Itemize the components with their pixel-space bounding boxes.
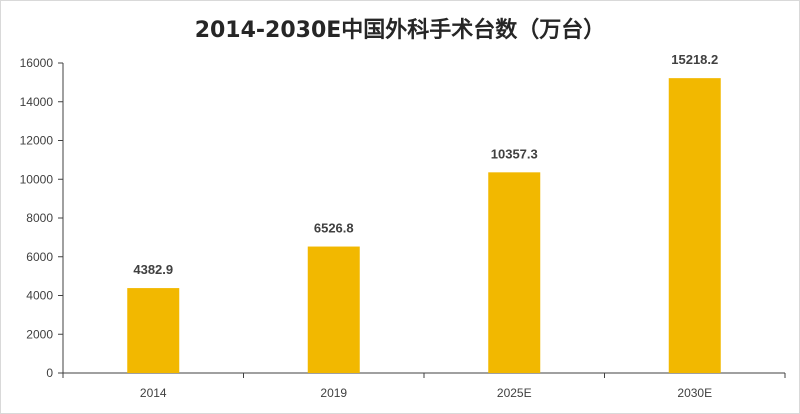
x-tick-label: 2014: [140, 386, 167, 400]
y-tick-label: 14000: [20, 95, 54, 109]
y-axis-ticks: 0 2000 4000 6000 8000 10000 12000 14000 16000: [20, 56, 63, 380]
bar-2025E: [488, 172, 541, 373]
bars-group: [127, 78, 721, 374]
data-label: 4382.9: [133, 262, 173, 277]
data-labels-group: 4382.9 6526.8 10357.3 15218.2: [133, 52, 718, 277]
chart-title: 2014-2030E中国外科手术台数（万台）: [194, 18, 606, 43]
x-tick-label: 2019: [320, 386, 347, 400]
y-tick-label: 6000: [26, 250, 53, 264]
y-tick-label: 10000: [20, 172, 54, 186]
data-label: 10357.3: [491, 146, 538, 161]
data-label: 6526.8: [314, 221, 354, 236]
y-tick-label: 8000: [26, 211, 53, 225]
x-tick-label: 2030E: [677, 386, 712, 400]
y-tick-label: 16000: [20, 56, 54, 70]
y-tick-label: 2000: [26, 327, 53, 341]
y-tick-label: 0: [46, 366, 53, 380]
bar-2030E: [668, 78, 721, 374]
bar-2019: [307, 246, 360, 373]
x-tick-label: 2025E: [497, 386, 532, 400]
data-label: 15218.2: [671, 52, 718, 67]
bar-2014: [127, 288, 180, 373]
y-tick-label: 12000: [20, 134, 54, 148]
y-tick-label: 4000: [26, 289, 53, 303]
x-axis-ticks: 2014 2019 2025E 2030E: [62, 373, 786, 400]
